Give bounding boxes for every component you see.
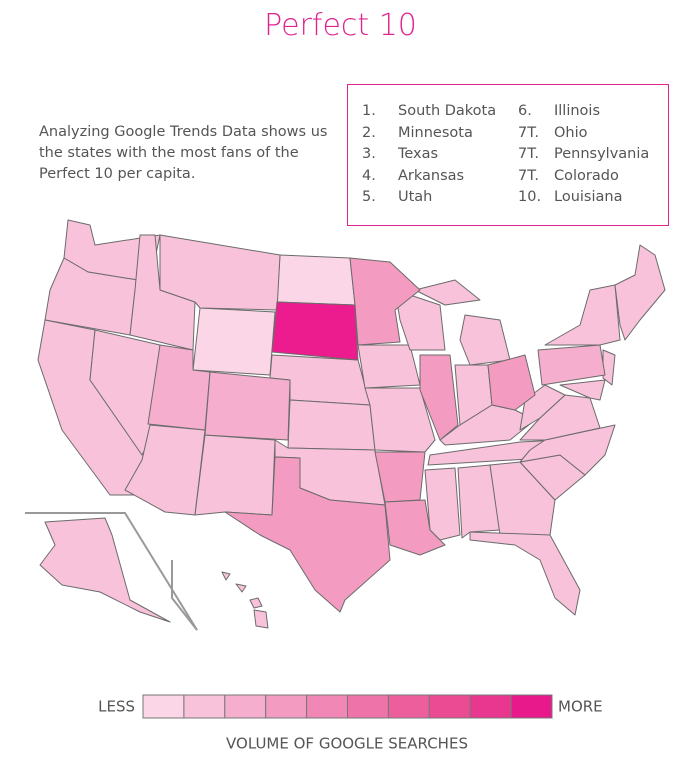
- alabama: [457, 464, 501, 539]
- rank: 3.: [362, 146, 376, 162]
- ranking-item: 10. Louisiana: [518, 189, 622, 205]
- ranking-item: 1. South Dakota: [362, 103, 496, 119]
- north-dakota: [276, 254, 356, 306]
- state-name: South Dakota: [398, 103, 497, 119]
- rank: 5.: [362, 189, 376, 205]
- ranking-item: 5. Utah: [362, 189, 432, 205]
- states: [37, 219, 666, 629]
- state-name: Colorado: [554, 167, 619, 184]
- florida: [469, 531, 581, 616]
- colorado: [204, 371, 291, 441]
- legend-swatch: [306, 694, 349, 719]
- state-name: Louisiana: [554, 189, 623, 205]
- state-name: Utah: [398, 189, 433, 205]
- rank: 7T.: [518, 124, 539, 141]
- kansas: [287, 399, 376, 451]
- hawaii-3: [249, 597, 263, 609]
- rank: 1.: [362, 103, 376, 119]
- rank: 7T.: [518, 167, 539, 184]
- ranking-item: 7T. Colorado: [518, 168, 619, 184]
- state-name: Pennsylvania: [554, 146, 650, 162]
- legend-swatch: [347, 694, 389, 719]
- wisconsin: [394, 289, 446, 351]
- alaska: [39, 517, 171, 623]
- maryland: [559, 379, 606, 401]
- idaho: [129, 234, 196, 351]
- state-name: Illinois: [554, 103, 601, 119]
- hawaii-4: [253, 609, 269, 629]
- hawaii-1: [221, 571, 231, 581]
- state-name: Arkansas: [398, 167, 465, 184]
- legend-swatch: [510, 694, 553, 719]
- legend-swatch: [224, 694, 267, 719]
- ohio: [487, 354, 536, 411]
- mississippi: [424, 467, 461, 541]
- rank: 10.: [518, 189, 542, 205]
- state-name: Texas: [398, 146, 439, 162]
- hawaii-2: [235, 583, 247, 593]
- michigan-up: [414, 279, 481, 306]
- legend-swatch: [428, 694, 471, 719]
- illinois: [419, 354, 459, 441]
- legend-less: LESS: [98, 698, 135, 716]
- south-dakota: [271, 301, 359, 361]
- ranking-item: 3. Texas: [362, 146, 438, 162]
- ranking-item: 7T. Pennsylvania: [518, 146, 649, 162]
- ranking-item: 6. Illinois: [518, 103, 600, 119]
- rank: 2.: [362, 124, 376, 141]
- legend-swatch: [469, 694, 512, 719]
- new-york: [544, 284, 621, 346]
- ranking-box: 1. South Dakota 2. Minnesota 3. Texas 4. Arkans…: [347, 84, 669, 226]
- state-name: Minnesota: [398, 124, 473, 141]
- description: Analyzing Google Trends Data shows us th…: [39, 124, 328, 182]
- ranking-item: 4. Arkansas: [362, 168, 464, 184]
- wyoming: [192, 307, 276, 376]
- ranking-item: 7T. Ohio: [518, 125, 588, 141]
- hawaii-inset-border: [171, 560, 198, 631]
- montana: [159, 234, 281, 311]
- georgia: [489, 461, 556, 536]
- legend-swatch: [265, 694, 308, 719]
- ranking-item: 2. Minnesota: [362, 125, 473, 141]
- rank: 7T.: [518, 146, 539, 162]
- rank: 6.: [518, 103, 532, 119]
- rank: 4.: [362, 167, 376, 184]
- legend-caption: VOLUME OF GOOGLE SEARCHES: [226, 735, 468, 753]
- legend-swatch: [142, 694, 185, 719]
- iowa: [357, 344, 421, 389]
- new-mexico: [194, 434, 276, 516]
- michigan: [459, 314, 511, 366]
- louisiana: [384, 499, 446, 556]
- texas: [224, 456, 391, 613]
- legend-swatch: [387, 694, 430, 719]
- legend-more: MORE: [558, 698, 603, 716]
- title: Perfect 10: [264, 8, 417, 43]
- pennsylvania: [537, 344, 606, 386]
- new-england: [614, 244, 666, 341]
- legend: LESS MORE VOLUME OF GOOGLE SEARCHES: [98, 694, 603, 753]
- legend-swatch: [183, 694, 226, 719]
- state-name: Ohio: [554, 124, 588, 141]
